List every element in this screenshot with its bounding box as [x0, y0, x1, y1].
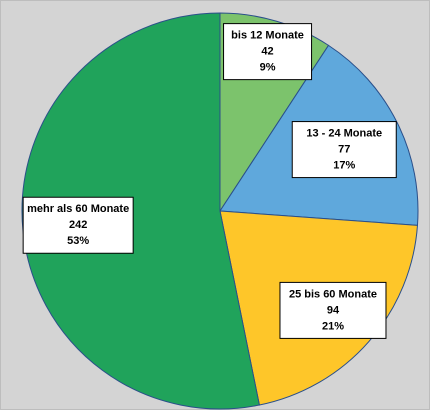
data-label-box: [22, 196, 134, 254]
data-label-box: [291, 121, 397, 179]
category-label: 13 - 24 Monate: [306, 127, 382, 139]
percent-label: 17%: [333, 159, 355, 171]
value-label: 77: [338, 143, 350, 155]
category-label: bis 12 Monate: [231, 30, 304, 42]
percent-label: 9%: [260, 62, 276, 74]
data-label-box: [223, 23, 313, 81]
value-label: 242: [69, 219, 87, 231]
category-label: mehr als 60 Monate: [27, 203, 129, 215]
value-label: 94: [327, 304, 340, 316]
data-label-box: [279, 281, 387, 339]
value-label: 42: [261, 46, 273, 58]
category-label: 25 bis 60 Monate: [289, 288, 377, 300]
percent-label: 21%: [322, 320, 344, 332]
percent-label: 53%: [67, 235, 89, 247]
